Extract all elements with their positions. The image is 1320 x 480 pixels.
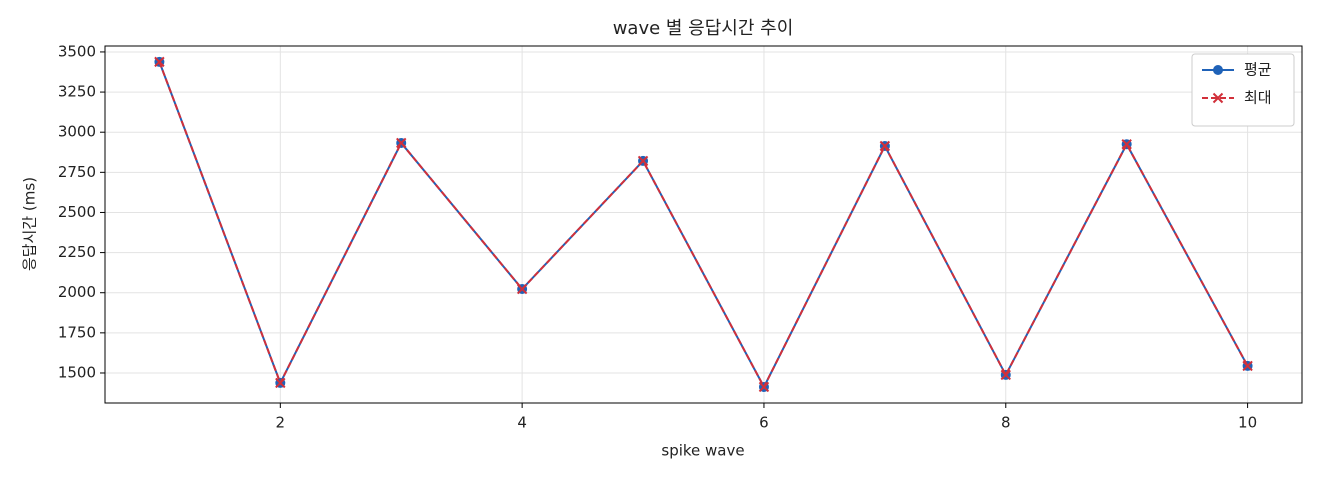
legend-box: [1191, 53, 1295, 127]
y-tick-label: 1500: [58, 363, 96, 381]
series-line: [158, 61, 1249, 390]
x-tick-label: 6: [759, 414, 769, 432]
point: [1242, 360, 1253, 372]
x-tick-label: 2: [276, 414, 286, 432]
legend-label: 평균: [1244, 61, 1272, 79]
point: [275, 377, 286, 389]
point: [154, 56, 165, 68]
legend-marker: [1212, 92, 1224, 104]
y-tick-label: 2250: [58, 243, 96, 261]
x-tick-label: 4: [517, 414, 527, 432]
legend-marker: [1213, 65, 1223, 75]
point: [758, 381, 770, 393]
x-axis-label: spike wave: [661, 442, 744, 460]
y-tick-label: 3000: [58, 123, 96, 141]
plot-frame: [104, 45, 1303, 404]
point: [516, 283, 528, 295]
x-tick-label: 10: [1238, 414, 1257, 432]
y-tick-label: 2000: [58, 283, 96, 301]
legend-label: 최대: [1244, 89, 1272, 107]
point: [879, 140, 891, 152]
chart-title: wave 별 응답시간 추이: [613, 18, 794, 39]
y-tick-label: 2500: [58, 203, 96, 221]
point: [396, 137, 407, 149]
point: [1000, 369, 1011, 381]
y-tick-label: 2750: [58, 163, 96, 181]
point: [1121, 139, 1132, 150]
y-tick-label: 1750: [58, 323, 96, 341]
x-tick-label: 8: [1001, 414, 1011, 432]
y-axis-label: 응답시간 (ms): [21, 177, 39, 271]
y-tick-label: 3500: [58, 42, 96, 60]
y-tick-label: 3250: [58, 83, 96, 101]
point: [637, 155, 649, 167]
series-line: [158, 61, 1249, 390]
